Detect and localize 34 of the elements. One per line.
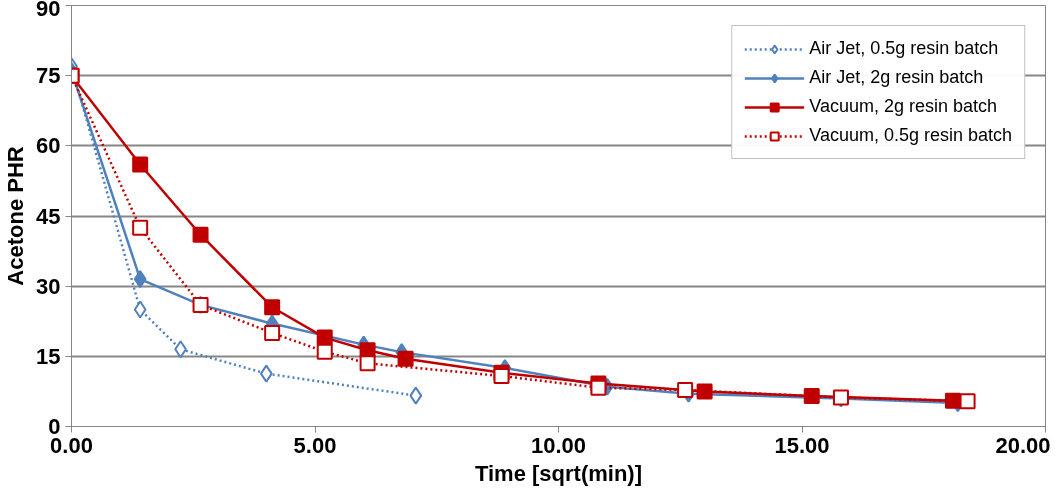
point bbox=[959, 393, 976, 410]
point bbox=[677, 382, 694, 399]
y-tick-label: 90 bbox=[36, 0, 61, 21]
point bbox=[133, 270, 147, 289]
point bbox=[397, 350, 414, 367]
point bbox=[264, 299, 281, 316]
point bbox=[264, 324, 281, 341]
x-tick-label: 5.00 bbox=[293, 432, 337, 458]
x-tick-label: 20.00 bbox=[995, 432, 1051, 458]
point bbox=[359, 355, 376, 372]
y-tick-label: 30 bbox=[36, 273, 61, 299]
y-tick-label: 15 bbox=[36, 343, 61, 369]
y-tick-label: 60 bbox=[36, 133, 61, 159]
point bbox=[803, 388, 820, 405]
x-axis-title: Time [sqrt(min)] bbox=[474, 460, 643, 486]
point bbox=[192, 226, 209, 243]
y-tick-label: 75 bbox=[36, 63, 61, 89]
point bbox=[316, 343, 333, 360]
legend-label: Air Jet, 2g resin batch bbox=[809, 67, 984, 88]
point bbox=[696, 383, 713, 400]
x-tick-label: 10.00 bbox=[530, 432, 587, 458]
legend-label: Vacuum, 0.5g resin batch bbox=[809, 125, 1012, 146]
y-axis-title: Acetone PHR bbox=[3, 146, 29, 286]
point bbox=[409, 386, 423, 405]
x-tick-label: 15.00 bbox=[774, 432, 830, 458]
legend-label: Vacuum, 2g resin batch bbox=[809, 96, 997, 117]
point bbox=[259, 364, 273, 383]
y-tick-label: 0 bbox=[48, 414, 61, 439]
point bbox=[132, 156, 149, 173]
point bbox=[590, 379, 607, 396]
point bbox=[132, 219, 149, 236]
legend-label: Air Jet, 0.5g resin batch bbox=[809, 38, 999, 59]
point bbox=[133, 300, 147, 319]
y-tick-label: 45 bbox=[36, 203, 61, 229]
